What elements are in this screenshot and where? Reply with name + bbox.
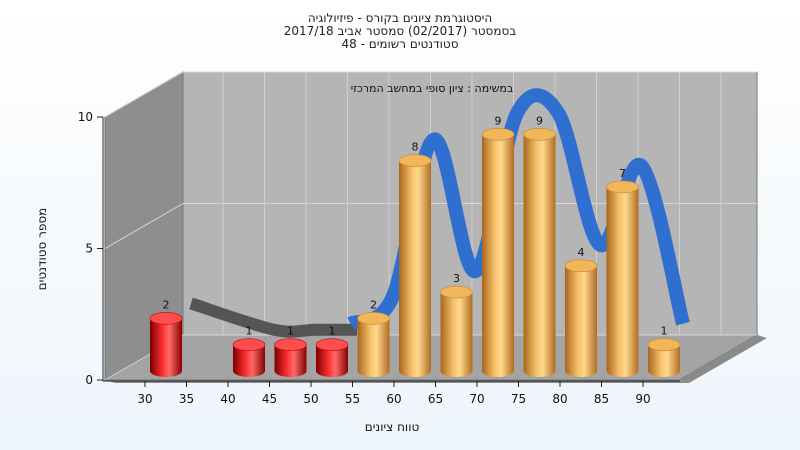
x-tick-label: 50: [303, 392, 318, 406]
bar-body: [440, 292, 473, 377]
bar-body: [357, 318, 390, 377]
bar: 1: [232, 325, 266, 377]
bar-body: [399, 160, 431, 377]
curve-shadow: [189, 297, 357, 338]
x-tick-label: 60: [386, 392, 401, 406]
bar-body: [233, 344, 265, 377]
bar: 7: [606, 167, 639, 377]
bar-body: [606, 186, 639, 377]
bar-top: [357, 312, 390, 325]
bar-value-label: 1: [287, 325, 294, 338]
bar-value-label: 2: [163, 298, 170, 311]
y-axis-title: מספר סטודנטים: [35, 208, 49, 291]
bar: 8: [398, 141, 432, 377]
bars: 2 1 1 1 2 8 3 9 9 4 7 1: [149, 114, 681, 377]
x-tick-label: 70: [469, 392, 484, 406]
bar: 2: [149, 298, 183, 377]
y-grid-line: [104, 71, 184, 118]
bar-top: [232, 338, 266, 352]
chart-title-line-1: היסטוגרמת ציונים בקורס - פיזיולוגיה: [307, 11, 493, 25]
bar: 9: [523, 114, 556, 377]
bar: 1: [315, 325, 349, 377]
bar-value-label: 2: [370, 298, 377, 311]
bar-top: [523, 128, 556, 141]
bar: 9: [481, 114, 515, 377]
y-tick-label: 5: [85, 242, 93, 256]
bar-top: [481, 128, 515, 141]
bar-body: [482, 134, 514, 377]
bar-top: [564, 259, 598, 273]
x-tick-label: 30: [137, 392, 152, 406]
bar-top: [606, 180, 639, 194]
chart-subtitle: במשימה : ציון סופי במחשב המרכזי: [351, 82, 514, 95]
bar-value-label: 1: [329, 325, 336, 338]
bar-body: [565, 265, 597, 377]
bar-value-label: 1: [661, 325, 668, 338]
bar: 1: [647, 325, 681, 377]
bar: 3: [440, 272, 473, 377]
bar: 4: [564, 246, 598, 377]
bar: 1: [274, 325, 307, 377]
bar-top: [315, 338, 349, 352]
bar-value-label: 3: [453, 272, 460, 285]
bar-value-label: 7: [619, 167, 626, 180]
bar-value-label: 9: [495, 114, 502, 127]
bar-value-label: 1: [246, 325, 253, 338]
x-tick-label: 35: [179, 392, 194, 406]
chart-title-line-2: בסמסטר (02/2017) סמסטר אביב 2017/18: [283, 24, 517, 38]
x-tick-label: 80: [552, 392, 567, 406]
bar-top: [440, 285, 473, 299]
x-tick-label: 55: [345, 392, 360, 406]
y-tick-label: 10: [78, 110, 93, 124]
y-grid-line: [104, 203, 184, 249]
bar-body: [150, 318, 182, 377]
y-tick-label: 0: [85, 373, 93, 387]
x-tick-label: 45: [262, 392, 277, 406]
x-axis-title: טווח ציונים: [365, 420, 420, 434]
x-tick-label: 65: [428, 392, 443, 406]
bar-top: [149, 312, 183, 325]
bar: 2: [357, 298, 390, 377]
bar-body: [316, 344, 348, 377]
bar-value-label: 9: [536, 114, 543, 127]
bar-body: [648, 344, 680, 377]
bar-top: [398, 154, 432, 167]
floor-edge: [679, 335, 767, 383]
x-tick-label: 85: [594, 392, 609, 406]
bar-top: [274, 338, 307, 352]
x-tick-label: 40: [220, 392, 235, 406]
chart-title-line-3: סטודנטים רשומים - 48: [341, 37, 459, 51]
bar-value-label: 8: [412, 141, 419, 154]
bar-body: [274, 344, 307, 377]
x-tick-label: 75: [511, 392, 526, 406]
x-tick-label: 90: [635, 392, 650, 406]
bar-body: [523, 134, 556, 377]
bar-value-label: 4: [578, 246, 585, 259]
axes: 0 5 10 30 35 40 45 50 55 60 65 70 75 80 85 90: [78, 110, 680, 406]
bar-top: [647, 338, 681, 352]
